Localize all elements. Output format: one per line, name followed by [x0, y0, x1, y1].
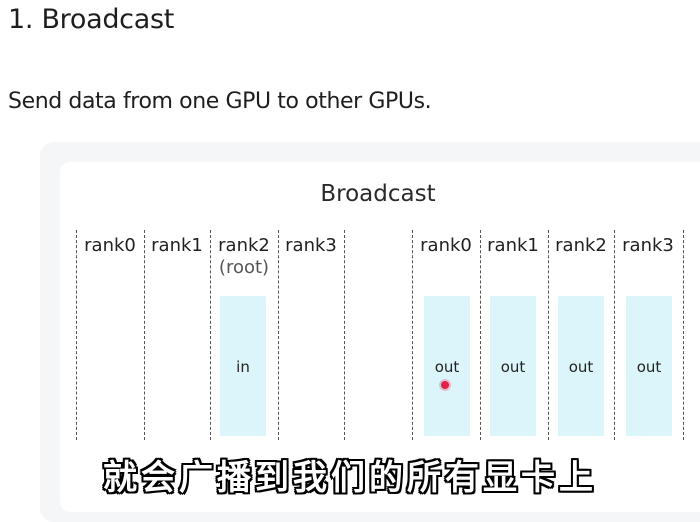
- output-buffer-rank1: out: [490, 296, 536, 436]
- diagram-title: Broadcast: [320, 181, 436, 207]
- rank-divider: [344, 230, 345, 440]
- output-buffer-rank3: out: [626, 296, 672, 436]
- after-rank2-label: rank2: [555, 235, 607, 256]
- rank-divider: [548, 230, 549, 440]
- output-buffer-label: out: [500, 358, 526, 376]
- rank-divider: [144, 230, 145, 440]
- section-heading: 1. Broadcast: [8, 4, 175, 35]
- rank-divider: [480, 230, 481, 440]
- video-subtitle: 就会广播到我们的所有显卡上: [103, 458, 597, 498]
- output-buffer-label: out: [434, 358, 460, 376]
- rank-divider: [412, 230, 413, 440]
- before-rank2-label: rank2: [218, 235, 270, 256]
- before-rank1-label: rank1: [151, 235, 203, 256]
- rank-divider: [614, 230, 615, 440]
- after-rank1-label: rank1: [487, 235, 539, 256]
- before-rank0-label: rank0: [84, 235, 136, 256]
- output-buffer-label: out: [568, 358, 594, 376]
- after-rank0-label: rank0: [420, 235, 472, 256]
- output-buffer-rank0: out: [424, 296, 470, 436]
- before-rank3-label: rank3: [285, 235, 337, 256]
- output-buffer-label: out: [636, 358, 662, 376]
- input-buffer: in: [220, 296, 266, 436]
- rank-divider: [210, 230, 211, 440]
- after-rank3-label: rank3: [622, 235, 674, 256]
- output-buffer-rank2: out: [558, 296, 604, 436]
- rank-divider: [683, 230, 684, 440]
- rank-divider: [76, 230, 77, 440]
- pointer-cursor: [441, 381, 449, 389]
- root-label: (root): [218, 257, 270, 278]
- section-description: Send data from one GPU to other GPUs.: [8, 89, 432, 114]
- input-buffer-label: in: [236, 358, 250, 376]
- rank-divider: [278, 230, 279, 440]
